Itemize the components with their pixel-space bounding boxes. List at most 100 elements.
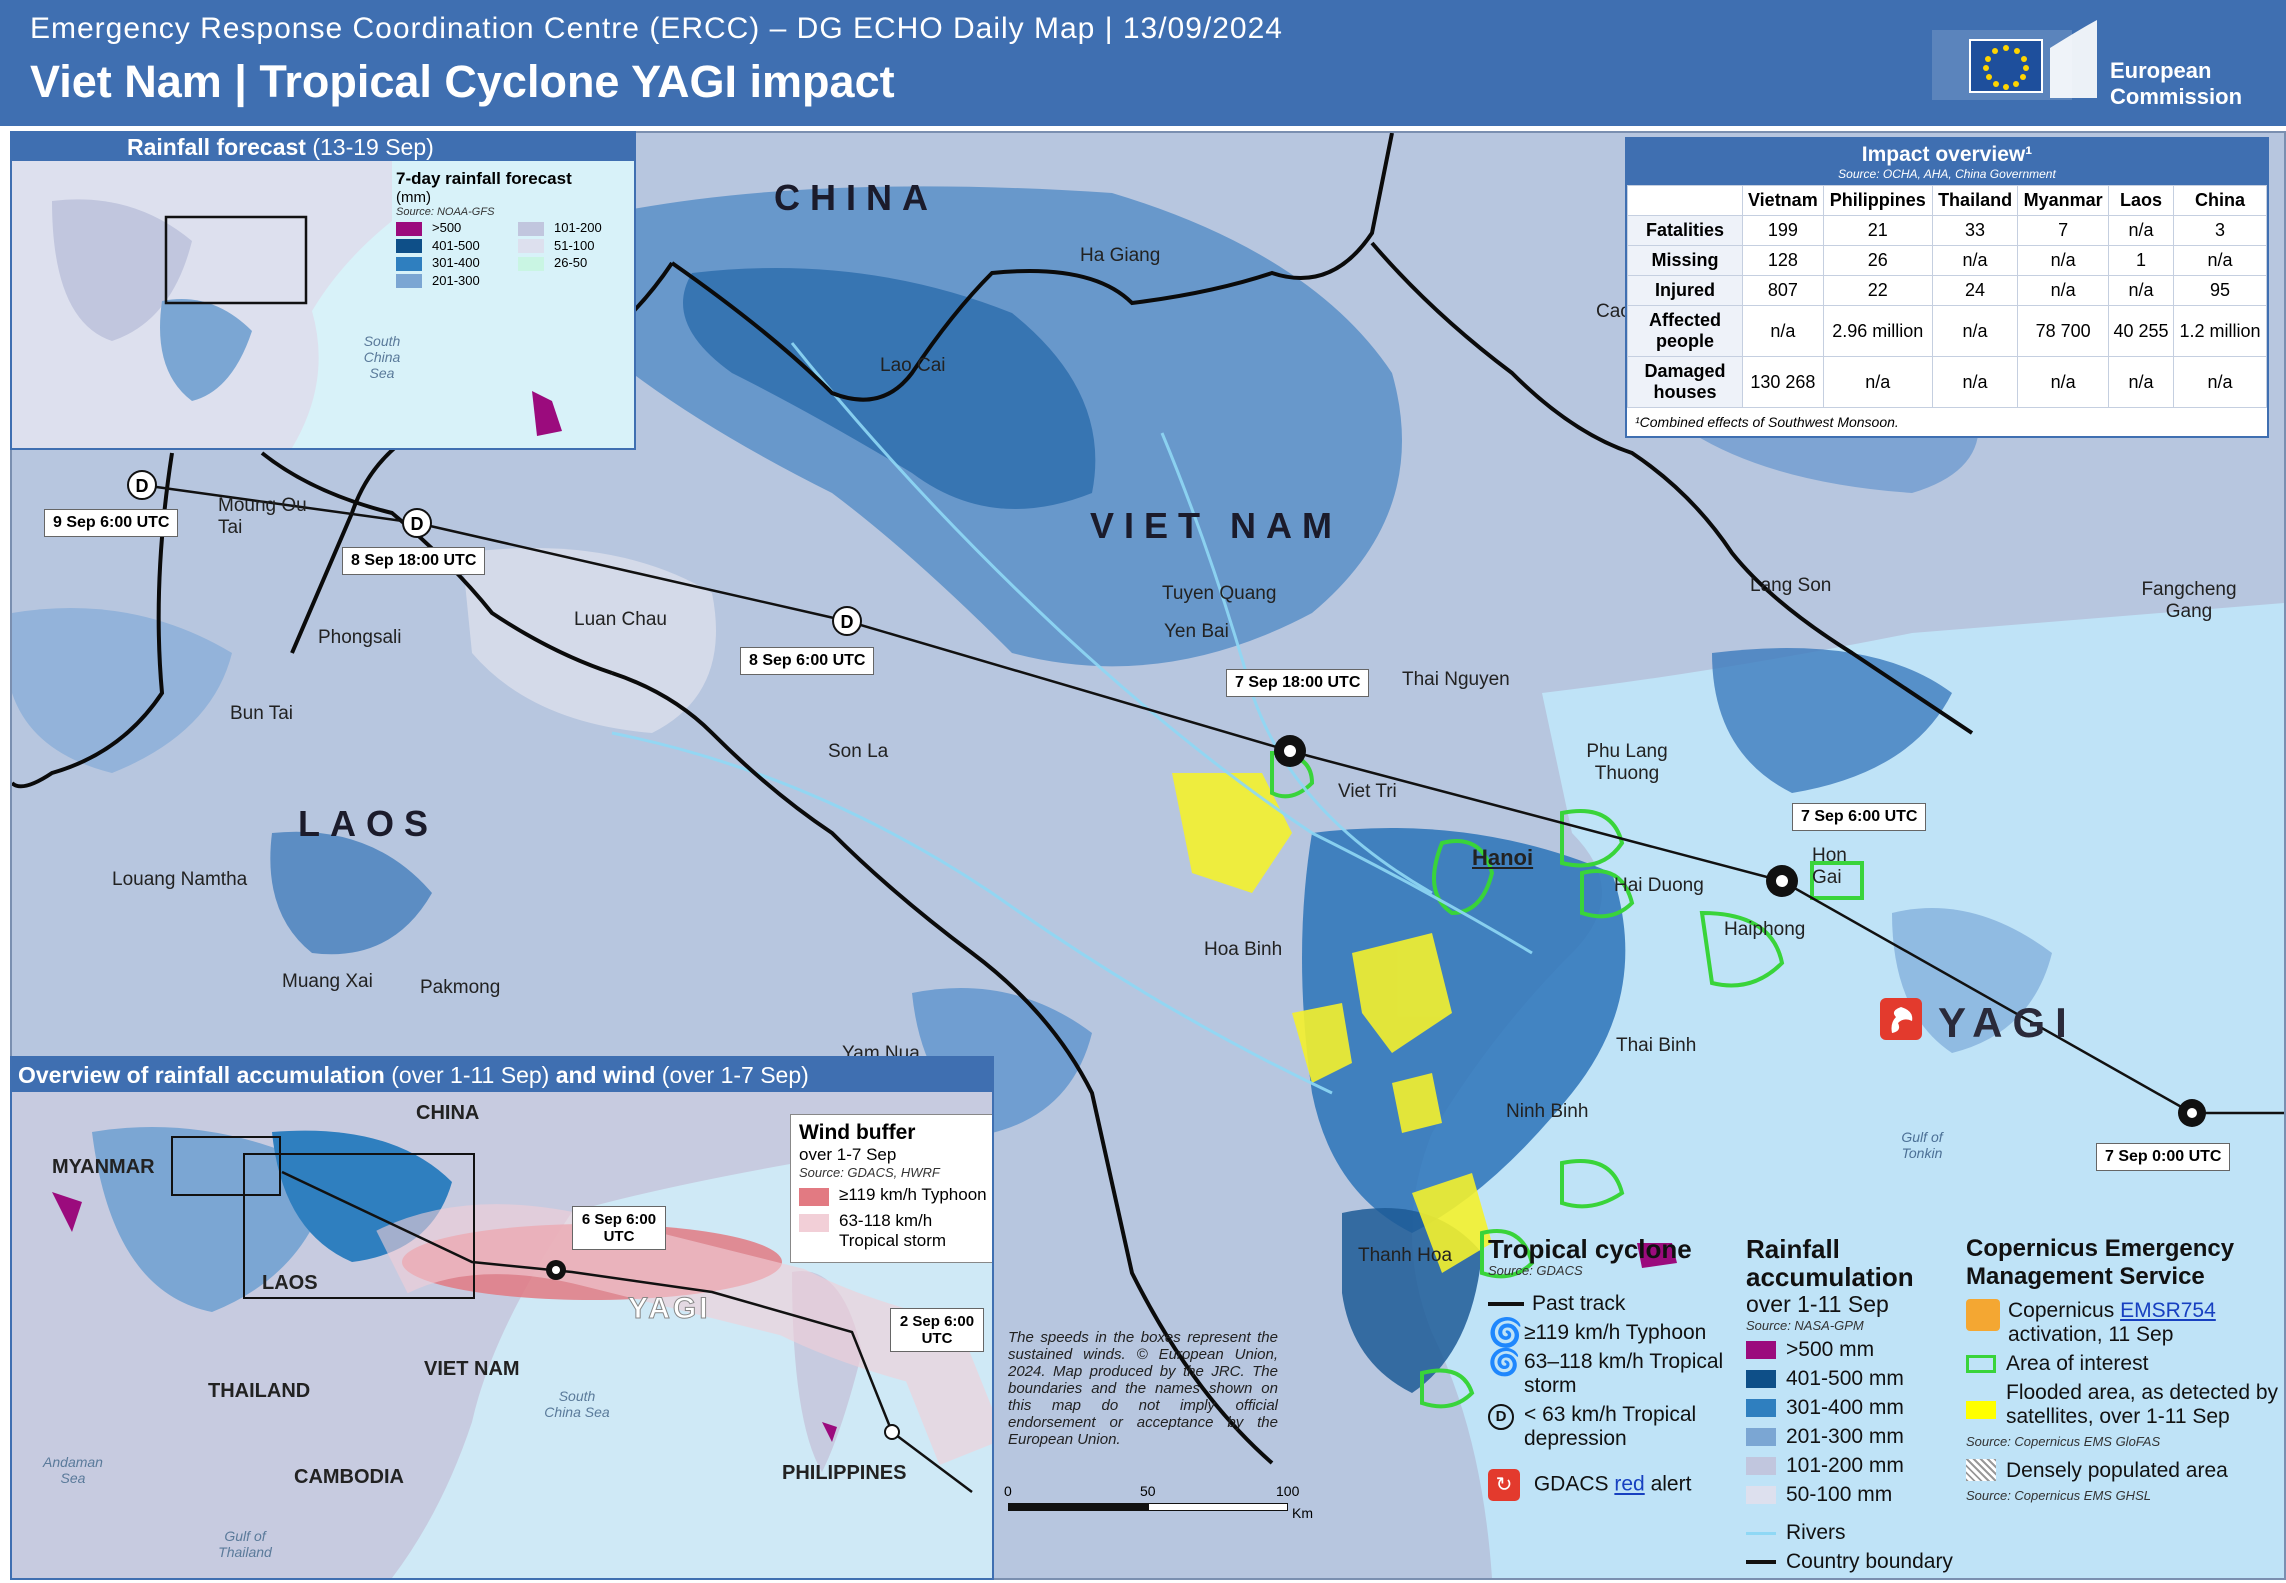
place-bun-tai: Bun Tai	[230, 703, 294, 724]
track-label-9sep-0600: 9 Sep 6:00 UTC	[44, 509, 179, 537]
forecast-legend: 7-day rainfall forecast (mm) Source: NOA…	[396, 169, 632, 289]
scale-label-0: 0	[1004, 1483, 1012, 1499]
impact-row-fatalities: Fatalities 199 21 33 7 n/a 3	[1627, 215, 2268, 246]
place-pakmong: Pakmong	[420, 977, 501, 998]
place-thai-nguyen: Thai Nguyen	[1402, 669, 1510, 690]
impact-col-thailand: Thailand	[1931, 185, 2019, 216]
legend-cems-title: Copernicus Emergency Management Service	[1966, 1235, 2235, 1290]
forecast-class-4: 201-300	[396, 273, 510, 289]
wind-buffer-typhoon: ≥119 km/h Typhoon	[799, 1185, 991, 1206]
legend-tropical-cyclone: Tropical cyclone Source: GDACS Past trac…	[1488, 1235, 1738, 1506]
place-lao-cai: Lao Cai	[880, 355, 946, 376]
scale-bar: 0 50 100 Km	[1004, 1483, 1313, 1523]
impact-row-affected: Affected people n/a 2.96 million n/a 78 70…	[1627, 305, 2268, 357]
track-label-7sep-0000: 7 Sep 0:00 UTC	[2096, 1143, 2231, 1171]
legend-gdacs: ↻ GDACS red alert	[1488, 1469, 1738, 1501]
place-hanoi: Hanoi	[1472, 845, 1534, 870]
legend-rain-class-4: 201-300 mm	[1746, 1425, 1966, 1449]
ec-logo-text: European Commission	[2110, 58, 2242, 110]
forecast-class-6: 51-100	[518, 238, 632, 254]
place-phu-lang-thuong: Phu Lang Thuong	[1586, 741, 1668, 784]
place-thanh-hoa: Thanh Hoa	[1358, 1245, 1453, 1266]
forecast-inset-period: (13-19 Sep)	[312, 134, 434, 160]
place-moung-ou-tai: Moung Ou Tai	[218, 495, 307, 538]
ec-logo-line1: European	[2110, 58, 2212, 83]
impact-source: Source: OCHA, AHA, China Government	[1838, 167, 2056, 181]
legend-typhoon: 🌀 ≥119 km/h Typhoon	[1488, 1317, 1707, 1348]
wind-buffer-legend: Wind buffer over 1-7 Sep Source: GDACS, …	[790, 1114, 992, 1263]
legend-cyclone-source: Source: GDACS	[1488, 1263, 1583, 1278]
svg-text:D: D	[841, 612, 854, 632]
track-markers: D D D	[127, 470, 2206, 1127]
place-luan-chau: Luan Chau	[574, 609, 667, 630]
overview-title-period2: (over 1-7 Sep)	[661, 1062, 809, 1088]
impact-col-myanmar: Myanmar	[2017, 185, 2110, 216]
legend-rain-class-6: 50-100 mm	[1746, 1483, 1966, 1507]
place-tuyen-quang: Tuyen Quang	[1162, 583, 1277, 604]
forecast-class-1: >500	[396, 220, 510, 236]
scale-label-100: 100	[1276, 1483, 1300, 1499]
wind-buffer-period: over 1-7 Sep	[799, 1145, 897, 1164]
forecast-class-7: 26-50	[518, 255, 632, 271]
overview-country-laos: LAOS	[262, 1272, 318, 1294]
place-ha-giang: Ha Giang	[1080, 245, 1161, 266]
forecast-sea-label: South China Sea	[363, 333, 401, 381]
place-fangcheng-gang: Fangcheng Gang	[2141, 579, 2237, 622]
place-yen-bai: Yen Bai	[1164, 621, 1229, 642]
overview-track-label-2sep: 2 Sep 6:00 UTC	[890, 1308, 984, 1352]
track-label-7sep-0600: 7 Sep 6:00 UTC	[1792, 803, 1927, 831]
place-louang-namtha: Louang Namtha	[112, 869, 248, 890]
legend-rain-class-1: >500 mm	[1746, 1338, 1966, 1362]
forecast-inset-header: Rainfall forecast (13-19 Sep)	[12, 133, 634, 161]
track-label-7sep-1800: 7 Sep 18:00 UTC	[1226, 669, 1370, 697]
overview-country-cambodia: CAMBODIA	[294, 1466, 404, 1488]
overview-inset-header: Overview of rainfall accumulation (over …	[12, 1058, 992, 1092]
place-hon-gai: Hon Gai	[1812, 845, 1847, 888]
forecast-legend-source: Source: NOAA-GFS	[396, 206, 495, 218]
track-label-8sep-1800: 8 Sep 18:00 UTC	[342, 547, 486, 575]
map-subtitle: Emergency Response Coordination Centre (…	[30, 12, 1283, 45]
overview-title-period1: (over 1-11 Sep)	[391, 1062, 550, 1088]
legend-past-track: Past track	[1488, 1292, 1738, 1316]
rainfall-wind-overview-inset: Overview of rainfall accumulation (over …	[10, 1056, 994, 1580]
overview-sea-andaman: Andaman Sea	[43, 1454, 103, 1486]
country-label-china: CHINA	[774, 177, 938, 218]
impact-header: Impact overview¹ Source: OCHA, AHA, Chin…	[1627, 139, 2267, 185]
impact-title: Impact overview¹	[1861, 143, 2033, 166]
legend-rain-source: Source: NASA-GPM	[1746, 1318, 1864, 1333]
place-thai-binh: Thai Binh	[1616, 1035, 1697, 1056]
rainfall-forecast-inset: Rainfall forecast (13-19 Sep) 7-day rain…	[10, 131, 636, 450]
overview-sea-gulf-thailand: Gulf of Thailand	[218, 1528, 272, 1560]
impact-row-missing: Missing 128 26 n/a n/a 1 n/a	[1627, 245, 2268, 276]
overview-country-vietnam: VIET NAM	[424, 1358, 520, 1380]
legend-rain-class-5: 101-200 mm	[1746, 1454, 1966, 1478]
forecast-class-5: 101-200	[518, 220, 632, 236]
impact-col-china: China	[2172, 185, 2268, 216]
forecast-class-2: 401-500	[396, 238, 510, 254]
wind-buffer-storm: 63-118 km/h Tropical storm	[799, 1211, 991, 1251]
legend-flooded-area: Flooded area, as detected by satellites,…	[1966, 1381, 2278, 1429]
overview-title-and: and wind	[555, 1062, 656, 1088]
track-label-8sep-0600: 8 Sep 6:00 UTC	[740, 647, 875, 675]
sea-label-gulf-of-tonkin: Gulf of Tonkin	[1901, 1129, 1943, 1161]
legend-cyclone-title: Tropical cyclone	[1488, 1234, 1692, 1264]
scale-unit: Km	[1292, 1505, 1313, 1521]
place-cao: Cao	[1596, 301, 1631, 322]
impact-col-philippines: Philippines	[1822, 185, 1933, 216]
gdacs-icon: ↻	[1488, 1469, 1520, 1501]
european-commission-logo	[1932, 20, 2097, 100]
place-son-la: Son La	[828, 741, 889, 762]
wind-buffer-title: Wind buffer	[799, 1121, 916, 1144]
legend-flooded-source: Source: Copernicus EMS GloFAS	[1966, 1434, 2161, 1449]
impact-footnote: ¹Combined effects of Southwest Monsoon.	[1635, 414, 1899, 430]
legend-storm: 🌀 63–118 km/h Tropical storm	[1488, 1347, 1724, 1397]
place-haiphong: Haiphong	[1724, 919, 1806, 940]
overview-storm-name: YAGI	[628, 1292, 711, 1326]
impact-col-vietnam: Vietnam	[1742, 185, 1824, 216]
legend-rainfall: Rainfall accumulation over 1-11 Sep Sour…	[1746, 1235, 1966, 1579]
legend-rivers: Rivers	[1746, 1521, 1966, 1545]
impact-col-laos: Laos	[2108, 185, 2174, 216]
copernicus-activation-icon	[1966, 1299, 2000, 1331]
country-label-laos: LAOS	[298, 803, 439, 844]
impact-row-injured: Injured 807 22 24 n/a n/a 95	[1627, 275, 2268, 306]
